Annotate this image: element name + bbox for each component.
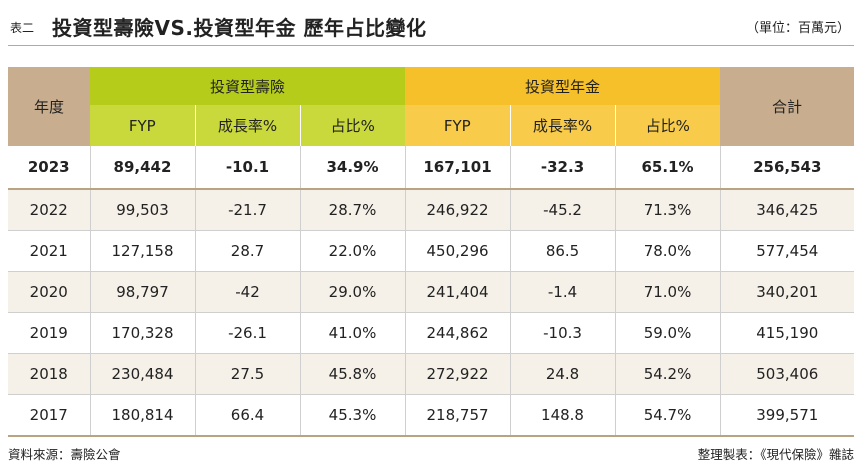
annuity-growth-header: 成長率% [509, 105, 616, 146]
table-row: 2022 99,503 -21.7 28.7% 246,922 -45.2 71.3% 346… [8, 189, 855, 231]
insurance-growth-cell: 28.7 [195, 230, 301, 272]
table-row: 2017 180,814 66.4 45.3% 218,757 148.8 54.7% 399… [8, 394, 855, 437]
table-number: 表二 [10, 21, 35, 35]
year-cell: 2021 [8, 230, 91, 272]
table-row: 2021 127,158 28.7 22.0% 450,296 86.5 78.0% 577,… [8, 230, 855, 272]
insurance-fyp-cell: 89,442 [90, 146, 196, 190]
insurance-fyp-cell: 127,158 [90, 230, 196, 272]
table-row: 2020 98,797 -42 29.0% 241,404 -1.4 71.0% 340,20… [8, 271, 855, 313]
insurance-share-cell: 28.7% [300, 189, 406, 231]
insurance-fyp-cell: 230,484 [90, 353, 196, 395]
year-cell: 2023 [8, 146, 91, 190]
total-cell: 340,201 [720, 271, 855, 313]
annuity-share-cell: 71.0% [615, 271, 721, 313]
total-cell: 399,571 [720, 394, 855, 437]
annuity-share-cell: 78.0% [615, 230, 721, 272]
table-row: 2018 230,484 27.5 45.8% 272,922 24.8 54.2% 503,… [8, 353, 855, 395]
annuity-growth-cell: 86.5 [510, 230, 616, 272]
annuity-share-cell: 65.1% [615, 146, 721, 190]
annuity-growth-cell: -1.4 [510, 271, 616, 313]
insurance-growth-cell: -21.7 [195, 189, 301, 231]
total-cell: 415,190 [720, 312, 855, 354]
annuity-fyp-header: FYP [405, 105, 511, 146]
insurance-growth-cell: -26.1 [195, 312, 301, 354]
data-table: 年度 投資型壽險 投資型年金 合計 FYP 成長率% 占比% FYP 成長率% … [8, 67, 855, 437]
insurance-growth-cell: -42 [195, 271, 301, 313]
annuity-growth-cell: -45.2 [510, 189, 616, 231]
year-header: 年度 [8, 67, 90, 146]
insurance-share-cell: 45.3% [300, 394, 406, 437]
total-cell: 346,425 [720, 189, 855, 231]
table-body: 2023 89,442 -10.1 34.9% 167,101 -32.3 65.1% 256… [8, 146, 855, 437]
total-cell: 577,454 [720, 230, 855, 272]
total-header: 合計 [720, 67, 855, 146]
insurance-growth-cell: -10.1 [195, 146, 301, 190]
total-cell: 503,406 [720, 353, 855, 395]
insurance-share-cell: 41.0% [300, 312, 406, 354]
annuity-growth-cell: -32.3 [510, 146, 616, 190]
insurance-fyp-header: FYP [90, 105, 195, 146]
annuity-share-header: 占比% [614, 105, 721, 146]
insurance-fyp-cell: 180,814 [90, 394, 196, 437]
table-row: 2023 89,442 -10.1 34.9% 167,101 -32.3 65.1% 256… [8, 146, 855, 190]
annuity-growth-cell: 148.8 [510, 394, 616, 437]
title-bar: 表二 投資型壽險VS.投資型年金 歷年占比變化 （單位：百萬元） [10, 8, 854, 44]
year-cell: 2020 [8, 271, 91, 313]
insurance-growth-cell: 66.4 [195, 394, 301, 437]
data-table-container: 年度 投資型壽險 投資型年金 合計 FYP 成長率% 占比% FYP 成長率% … [8, 67, 855, 437]
annuity-growth-cell: -10.3 [510, 312, 616, 354]
annuity-share-cell: 54.7% [615, 394, 721, 437]
annuity-growth-cell: 24.8 [510, 353, 616, 395]
insurance-share-cell: 45.8% [300, 353, 406, 395]
unit-note: （單位：百萬元） [745, 21, 850, 36]
insurance-share-cell: 22.0% [300, 230, 406, 272]
insurance-fyp-cell: 170,328 [90, 312, 196, 354]
annuity-fyp-cell: 241,404 [405, 271, 511, 313]
total-cell: 256,543 [720, 146, 855, 190]
annuity-share-cell: 59.0% [615, 312, 721, 354]
insurance-share-cell: 29.0% [300, 271, 406, 313]
annuity-fyp-cell: 246,922 [405, 189, 511, 231]
annuity-group-header: 投資型年金 [405, 67, 721, 105]
annuity-fyp-cell: 450,296 [405, 230, 511, 272]
page-title: 投資型壽險VS.投資型年金 歷年占比變化 [52, 16, 427, 40]
title-divider [8, 45, 854, 46]
year-cell: 2019 [8, 312, 91, 354]
year-cell: 2022 [8, 189, 91, 231]
insurance-growth-cell: 27.5 [195, 353, 301, 395]
compiled-by-note: 整理製表：《現代保險》雜誌 [697, 447, 854, 462]
insurance-group-header: 投資型壽險 [90, 67, 406, 105]
insurance-share-header: 占比% [299, 105, 406, 146]
annuity-share-cell: 54.2% [615, 353, 721, 395]
table-row: 2019 170,328 -26.1 41.0% 244,862 -10.3 59.0% 41… [8, 312, 855, 354]
source-note: 資料來源：壽險公會 [8, 447, 121, 462]
year-cell: 2018 [8, 353, 91, 395]
annuity-fyp-cell: 167,101 [405, 146, 511, 190]
insurance-fyp-cell: 99,503 [90, 189, 196, 231]
annuity-fyp-cell: 244,862 [405, 312, 511, 354]
insurance-share-cell: 34.9% [300, 146, 406, 190]
year-cell: 2017 [8, 394, 91, 437]
annuity-fyp-cell: 218,757 [405, 394, 511, 437]
annuity-fyp-cell: 272,922 [405, 353, 511, 395]
insurance-growth-header: 成長率% [194, 105, 300, 146]
annuity-share-cell: 71.3% [615, 189, 721, 231]
insurance-fyp-cell: 98,797 [90, 271, 196, 313]
